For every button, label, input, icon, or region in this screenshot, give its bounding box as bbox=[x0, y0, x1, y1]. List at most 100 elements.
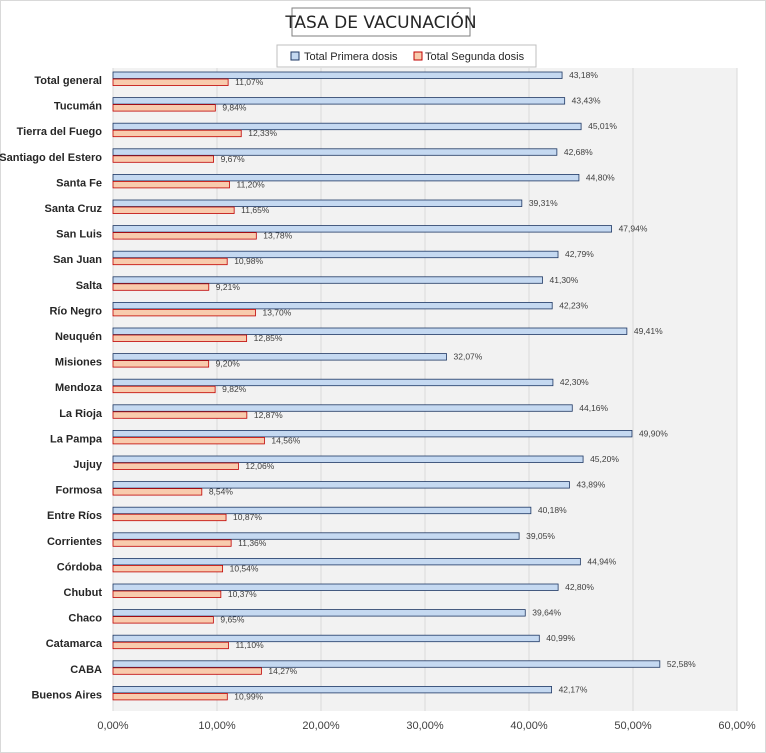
bar-primera-dosis bbox=[112, 660, 661, 668]
category-label: Neuquén bbox=[55, 331, 102, 343]
bar-segunda-dosis bbox=[112, 513, 227, 522]
bar-segunda-dosis bbox=[112, 462, 239, 470]
category-label: Entre Ríos bbox=[47, 510, 102, 522]
category-label: Mendoza bbox=[55, 382, 103, 394]
category-label: Tierra del Fuego bbox=[17, 126, 103, 138]
bar-segunda-dosis bbox=[112, 232, 257, 240]
data-label-primera: 40,99% bbox=[546, 633, 575, 643]
data-label-segunda: 9,67% bbox=[221, 154, 246, 164]
legend-swatch-primera bbox=[290, 51, 300, 61]
x-tick-label: 30,00% bbox=[406, 720, 444, 732]
category-label: Santa Fe bbox=[56, 177, 102, 189]
data-label-segunda: 10,99% bbox=[234, 691, 263, 701]
bar-primera-dosis bbox=[112, 71, 563, 79]
data-label-segunda: 12,85% bbox=[254, 333, 283, 343]
bar-primera-dosis bbox=[112, 199, 523, 207]
category-label: Catamarca bbox=[46, 638, 103, 650]
bar-segunda-dosis bbox=[112, 590, 222, 598]
data-label-segunda: 13,78% bbox=[263, 231, 292, 241]
bar-primera-dosis bbox=[112, 225, 612, 233]
x-tick-label: 0,00% bbox=[97, 720, 128, 732]
data-label-primera: 43,18% bbox=[569, 70, 598, 80]
bar-primera-dosis bbox=[112, 609, 526, 617]
data-label-segunda: 12,87% bbox=[254, 410, 283, 420]
bar-segunda-dosis bbox=[112, 129, 242, 138]
data-label-segunda: 9,82% bbox=[222, 384, 247, 394]
bar-segunda-dosis bbox=[112, 616, 214, 624]
bar-segunda-dosis bbox=[112, 257, 228, 266]
bar-primera-dosis bbox=[112, 327, 628, 335]
bar-primera-dosis bbox=[112, 250, 559, 259]
data-label-primera: 39,05% bbox=[526, 531, 555, 541]
bar-segunda-dosis bbox=[112, 78, 229, 86]
x-tick-label: 20,00% bbox=[302, 720, 340, 732]
x-tick-label: 60,00% bbox=[718, 720, 756, 732]
category-label: Santiago del Estero bbox=[0, 152, 102, 164]
data-label-primera: 42,79% bbox=[565, 249, 594, 259]
category-label: Tucumán bbox=[54, 101, 102, 113]
data-label-segunda: 9,84% bbox=[222, 103, 247, 113]
bar-primera-dosis bbox=[112, 122, 582, 131]
category-label: San Juan bbox=[53, 254, 102, 266]
data-label-primera: 40,18% bbox=[538, 505, 567, 515]
data-label-segunda: 8,54% bbox=[209, 487, 234, 497]
bar-segunda-dosis bbox=[112, 155, 214, 163]
category-label: San Luis bbox=[56, 229, 102, 241]
data-label-primera: 49,90% bbox=[639, 428, 668, 438]
x-tick-label: 40,00% bbox=[510, 720, 548, 732]
data-label-segunda: 13,70% bbox=[262, 307, 291, 317]
data-label-primera: 52,58% bbox=[667, 659, 696, 669]
bar-primera-dosis bbox=[112, 686, 552, 694]
data-label-segunda: 11,65% bbox=[241, 205, 270, 215]
bar-segunda-dosis bbox=[112, 436, 265, 445]
data-label-primera: 39,64% bbox=[532, 608, 561, 618]
bar-primera-dosis bbox=[112, 634, 540, 643]
bar-primera-dosis bbox=[112, 378, 554, 387]
data-label-primera: 45,01% bbox=[588, 121, 617, 131]
bar-primera-dosis bbox=[112, 455, 584, 463]
bar-primera-dosis bbox=[112, 506, 532, 515]
x-tick-label: 10,00% bbox=[198, 720, 236, 732]
legend-swatch-segunda bbox=[413, 51, 423, 61]
bar-segunda-dosis bbox=[112, 539, 232, 547]
legend-box bbox=[276, 44, 537, 68]
data-label-primera: 43,89% bbox=[576, 480, 605, 490]
category-label: Río Negro bbox=[49, 305, 102, 317]
category-label: Córdoba bbox=[57, 561, 103, 573]
bar-segunda-dosis bbox=[112, 565, 224, 573]
bar-segunda-dosis bbox=[112, 360, 210, 368]
data-label-segunda: 10,98% bbox=[234, 256, 263, 266]
data-label-segunda: 12,06% bbox=[245, 461, 274, 471]
data-label-segunda: 9,21% bbox=[216, 282, 241, 292]
data-label-segunda: 11,07% bbox=[235, 77, 264, 87]
data-label-segunda: 9,65% bbox=[220, 615, 245, 625]
bar-primera-dosis bbox=[112, 583, 559, 591]
data-label-primera: 42,30% bbox=[560, 377, 589, 387]
bar-primera-dosis bbox=[112, 532, 520, 540]
category-label: Santa Cruz bbox=[45, 203, 103, 215]
bar-primera-dosis bbox=[112, 148, 558, 156]
chart-legend: Total Primera dosis Total Segunda dosis bbox=[276, 44, 537, 68]
x-tick-label: 50,00% bbox=[614, 720, 652, 732]
category-label: Chaco bbox=[68, 613, 102, 625]
category-label: La Rioja bbox=[59, 408, 103, 420]
data-label-primera: 49,41% bbox=[634, 326, 663, 336]
data-label-primera: 41,30% bbox=[550, 275, 579, 285]
bar-segunda-dosis bbox=[112, 308, 256, 317]
data-label-segunda: 11,36% bbox=[238, 538, 267, 548]
bar-segunda-dosis bbox=[112, 283, 210, 291]
data-label-primera: 43,43% bbox=[572, 96, 601, 106]
bar-segunda-dosis bbox=[112, 667, 262, 675]
bar-segunda-dosis bbox=[112, 411, 248, 419]
x-axis-tick-labels: 0,00% 10,00% 20,00% 30,00% 40,00% 50,00% 60,00… bbox=[97, 720, 755, 732]
data-label-primera: 42,80% bbox=[565, 582, 594, 592]
data-label-segunda: 10,87% bbox=[233, 512, 262, 522]
category-label: Corrientes bbox=[47, 536, 102, 548]
data-label-segunda: 11,10% bbox=[235, 640, 264, 650]
data-label-primera: 44,94% bbox=[587, 556, 616, 566]
data-label-segunda: 14,56% bbox=[271, 435, 300, 445]
chart-title: TASA DE VACUNACIÓN bbox=[284, 11, 476, 33]
bar-primera-dosis bbox=[112, 97, 566, 105]
category-labels: Total general Tucumán Tierra del Fuego Sant… bbox=[0, 75, 103, 701]
